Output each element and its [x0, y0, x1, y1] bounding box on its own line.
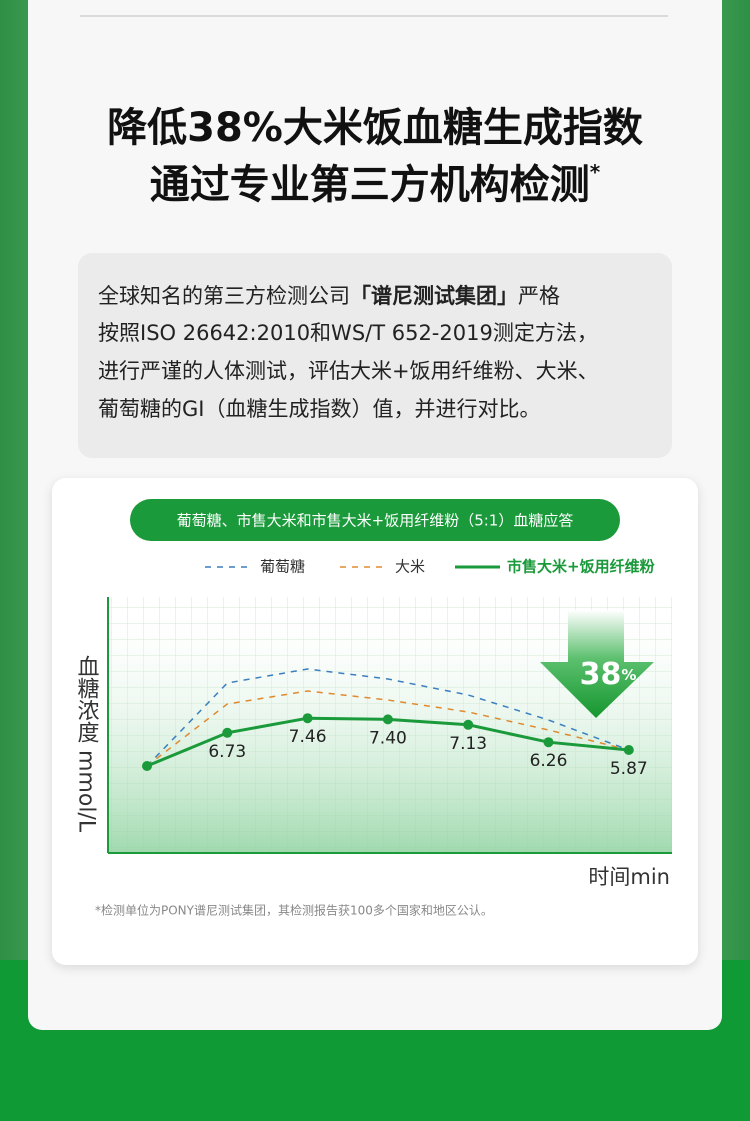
- chart-title: 葡萄糖、市售大米和市售大米+饭用纤维粉（5:1）血糖应答: [177, 512, 574, 530]
- intro-text: 严格: [518, 284, 560, 308]
- chart-title-pill: [130, 499, 620, 541]
- data-point: [302, 713, 313, 724]
- legend-label: 葡萄糖: [260, 558, 305, 576]
- data-label: 7.40: [369, 728, 407, 748]
- intro-bold: 「谱尼测试集团」: [350, 284, 518, 308]
- data-label: 7.46: [289, 727, 327, 747]
- data-point: [222, 727, 233, 738]
- intro: 全球知名的第三方检测公司「谱尼测试集团」严格 按照ISO 26642:2010和…: [98, 284, 599, 421]
- intro-line: 进行严谨的人体测试，评估大米+饭用纤维粉、大米、: [98, 359, 599, 383]
- data-label: 6.73: [208, 742, 246, 762]
- intro-text: 全球知名的第三方检测公司: [98, 284, 350, 308]
- data-point: [463, 719, 474, 730]
- series-line: [146, 668, 630, 767]
- data-point: [142, 761, 152, 771]
- data-label: 7.13: [449, 734, 487, 754]
- data-point: [623, 745, 634, 755]
- y-axis-label: 血糖浓度 mmol/L: [74, 655, 100, 833]
- title: 降低38%大米饭血糖生成指数: [107, 105, 643, 151]
- x-axis-label: 时间min: [588, 865, 670, 889]
- data-label: 5.87: [610, 759, 648, 779]
- reduction-arrow: [540, 610, 654, 718]
- reduction-value: 38: [580, 657, 622, 692]
- title-line: 通过专业第三方机构检测: [150, 162, 590, 208]
- intro-line: 全球知名的第三方检测公司「谱尼测试集团」严格: [98, 284, 560, 308]
- reduction-badge: 38%: [580, 657, 637, 692]
- legend-label: 市售大米+饭用纤维粉: [507, 558, 655, 576]
- reduction-unit: %: [621, 666, 636, 684]
- data-point: [382, 714, 393, 725]
- intro-box: [78, 253, 672, 458]
- intro-line: 葡萄糖的GI（血糖生成指数）值，并进行对比。: [98, 397, 540, 421]
- footnote: *检测单位为PONY谱尼测试集团，其检测报告获100多个国家和地区公认。: [95, 903, 493, 918]
- title-mark: *: [590, 160, 601, 184]
- series-line: [146, 690, 629, 767]
- legend-label: 大米: [395, 558, 425, 576]
- data-label: 6.26: [530, 751, 568, 771]
- title: 通过专业第三方机构检测*: [150, 160, 601, 209]
- intro-line: 按照ISO 26642:2010和WS/T 652-2019测定方法，: [98, 321, 598, 345]
- data-point: [543, 737, 554, 748]
